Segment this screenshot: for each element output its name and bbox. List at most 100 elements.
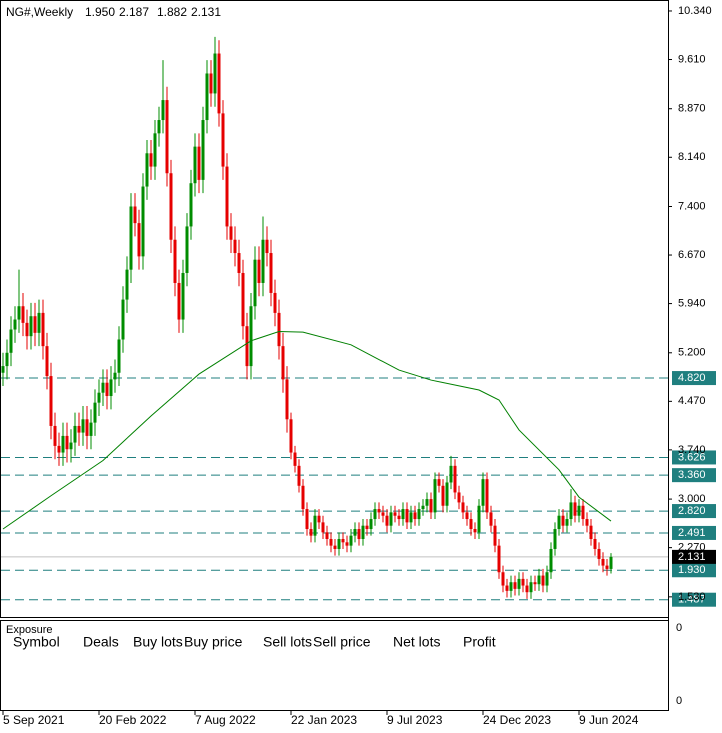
candle-body bbox=[21, 306, 25, 323]
candle-body bbox=[321, 522, 325, 533]
candle-body bbox=[309, 529, 313, 536]
candle-body bbox=[485, 479, 489, 513]
candle-body bbox=[545, 572, 549, 586]
candle-body bbox=[609, 556, 613, 569]
candle-body bbox=[129, 206, 133, 270]
last-close: 2.131 bbox=[191, 5, 221, 19]
level-label-box bbox=[672, 450, 716, 465]
candle-body bbox=[245, 326, 249, 367]
candle-body bbox=[601, 558, 605, 566]
candle-body bbox=[89, 422, 93, 436]
candle-body bbox=[341, 538, 345, 543]
candle-body bbox=[261, 239, 265, 283]
candle-body bbox=[457, 492, 461, 503]
candle-body bbox=[569, 502, 573, 520]
candle-body bbox=[141, 186, 145, 257]
level-label-box bbox=[672, 525, 716, 540]
y-tick-label: 8.140 bbox=[678, 151, 706, 163]
exposure-panel bbox=[0, 620, 669, 711]
candle-body bbox=[557, 515, 561, 530]
candle-body bbox=[413, 512, 417, 520]
candle-body bbox=[153, 133, 157, 167]
candle-body bbox=[401, 509, 405, 520]
candle-body bbox=[13, 319, 17, 330]
overlay: 4.820 3.626 3.360 2.820 2.491 1.930 1.487 2.131 bbox=[672, 371, 716, 607]
x-tick-label: 5 Sep 2021 bbox=[3, 713, 65, 727]
exposure-column: Sell price bbox=[313, 634, 371, 650]
candle-body bbox=[85, 419, 89, 436]
candle-body bbox=[385, 515, 389, 526]
candle-body bbox=[521, 578, 525, 586]
candle-body bbox=[465, 512, 469, 520]
candle-body bbox=[525, 585, 529, 593]
candle-body bbox=[185, 226, 189, 273]
candle-body bbox=[5, 352, 9, 367]
exposure-column: Sell lots bbox=[263, 634, 312, 650]
candle-body bbox=[137, 223, 141, 257]
candle-body bbox=[517, 578, 521, 589]
current-price-box bbox=[672, 549, 716, 564]
candle-body bbox=[221, 113, 225, 167]
candle-body bbox=[29, 316, 33, 337]
candle-body bbox=[69, 442, 73, 450]
candle-body bbox=[497, 545, 501, 573]
candle-body bbox=[249, 306, 253, 367]
candle-body bbox=[549, 548, 553, 573]
x-tick-label: 24 Dec 2023 bbox=[483, 713, 551, 727]
exposure-column: Deals bbox=[83, 634, 119, 650]
candle-body bbox=[565, 519, 569, 526]
candle-body bbox=[509, 582, 513, 591]
last-open: 1.950 bbox=[85, 5, 115, 19]
candle-body bbox=[101, 382, 105, 393]
candle-body bbox=[145, 153, 149, 187]
candle-body bbox=[201, 120, 205, 180]
candle-body bbox=[445, 482, 449, 506]
x-tick-label: 9 Jul 2023 bbox=[387, 713, 443, 727]
candle-body bbox=[25, 322, 29, 337]
moving-average bbox=[2, 331, 612, 530]
candle-body bbox=[209, 73, 213, 94]
candle-body bbox=[205, 73, 209, 121]
candle-body bbox=[357, 529, 361, 539]
candle-body bbox=[121, 299, 125, 340]
candle-body bbox=[513, 582, 517, 589]
candle-body bbox=[453, 465, 457, 493]
candle-body bbox=[9, 329, 13, 353]
candle-body bbox=[461, 502, 465, 513]
candle-body bbox=[197, 146, 201, 180]
candle-body bbox=[593, 538, 597, 549]
y-tick-label: 6.670 bbox=[678, 249, 706, 261]
candle-body bbox=[493, 525, 497, 546]
exposure-scale-bottom: 0 bbox=[676, 695, 682, 707]
candle-body bbox=[409, 512, 413, 523]
symbol-title: NG#,Weekly bbox=[6, 5, 73, 19]
candle-body bbox=[585, 519, 589, 526]
candle-body bbox=[317, 515, 321, 523]
candle-body bbox=[17, 306, 21, 320]
candle-body bbox=[229, 226, 233, 240]
level-label: 3.360 bbox=[678, 469, 706, 481]
x-tick-label: 22 Jan 2023 bbox=[291, 713, 357, 727]
candle-body bbox=[213, 53, 217, 94]
candle-body bbox=[225, 166, 229, 227]
candle-body bbox=[561, 515, 565, 526]
candle-body bbox=[277, 312, 281, 347]
candles bbox=[1, 36, 668, 601]
candle-body bbox=[489, 512, 493, 526]
candle-body bbox=[481, 479, 485, 506]
candle-body bbox=[393, 512, 397, 516]
candle-body bbox=[105, 382, 109, 397]
candle-body bbox=[505, 585, 509, 591]
exposure-column: Buy price bbox=[184, 634, 243, 650]
candle-body bbox=[333, 545, 337, 549]
exposure-scale-top: 0 bbox=[676, 622, 682, 634]
last-low: 1.882 bbox=[157, 5, 187, 19]
y-tick-label: 7.400 bbox=[678, 200, 706, 212]
exposure-column: Buy lots bbox=[133, 634, 183, 650]
candle-body bbox=[81, 419, 85, 433]
candle-body bbox=[337, 538, 341, 549]
candle-body bbox=[289, 419, 293, 453]
level-label: 1.487 bbox=[678, 594, 706, 606]
level-label-box bbox=[672, 563, 716, 578]
